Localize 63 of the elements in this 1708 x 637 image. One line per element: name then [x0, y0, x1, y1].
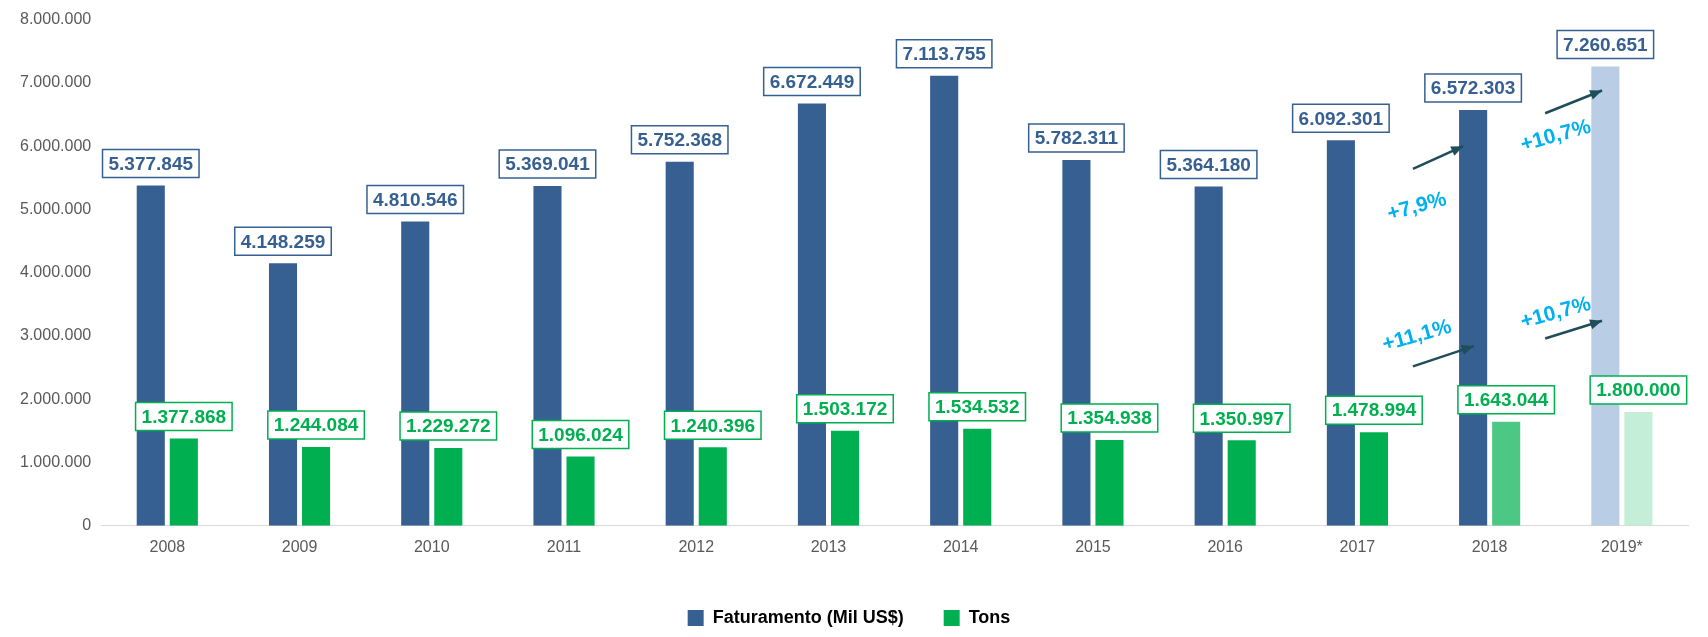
bar — [169, 438, 198, 526]
data-label: 5.377.845 — [108, 152, 194, 174]
y-tick-label: 7.000.000 — [19, 73, 92, 91]
y-tick-label: 5.000.000 — [19, 199, 92, 217]
bar — [1095, 440, 1124, 526]
data-label: 1.534.532 — [934, 395, 1020, 417]
x-tick-label: 2019* — [1600, 537, 1643, 555]
data-label: 1.478.994 — [1331, 399, 1417, 421]
x-tick-label: 2010 — [413, 537, 450, 555]
bar — [963, 428, 992, 526]
data-label: 7.260.651 — [1563, 33, 1649, 55]
bar — [698, 447, 727, 526]
data-label: 5.782.311 — [1034, 127, 1119, 149]
bar — [1492, 421, 1521, 526]
data-label: 7.113.755 — [902, 42, 987, 64]
y-tick-label: 6.000.000 — [19, 136, 92, 154]
data-label: 1.503.172 — [802, 397, 888, 419]
x-tick-label: 2012 — [678, 537, 715, 555]
data-label: 1.096.024 — [538, 423, 624, 445]
y-tick-label: 4.000.000 — [19, 263, 92, 281]
x-tick-label: 2017 — [1339, 537, 1376, 555]
data-label: 6.092.301 — [1298, 107, 1384, 129]
bar — [302, 447, 331, 526]
bar — [830, 430, 860, 526]
annotation: +10,7% — [1517, 113, 1594, 156]
y-tick-label: 0 — [82, 516, 92, 534]
data-label: 1.229.272 — [406, 415, 491, 437]
bar — [566, 456, 595, 526]
data-label: 1.354.938 — [1067, 407, 1152, 429]
y-tick-label: 1.000.000 — [19, 452, 92, 470]
bar — [1624, 411, 1653, 526]
x-tick-label: 2015 — [1075, 537, 1111, 555]
data-label: 6.672.449 — [769, 70, 855, 92]
bar — [1227, 440, 1256, 526]
y-tick-label: 8.000.000 — [19, 10, 92, 28]
x-tick-label: 2018 — [1471, 537, 1508, 555]
data-label: 5.364.180 — [1166, 153, 1251, 175]
data-label: 1.377.868 — [141, 405, 227, 427]
bar — [1359, 432, 1388, 526]
x-tick-label: 2016 — [1207, 537, 1244, 555]
y-tick-label: 3.000.000 — [19, 326, 92, 344]
data-label: 4.810.546 — [372, 188, 458, 210]
annotation: +11,1% — [1379, 313, 1454, 355]
bar — [434, 448, 463, 526]
data-label: 4.148.259 — [240, 230, 326, 252]
x-tick-label: 2014 — [942, 537, 979, 555]
x-tick-label: 2011 — [546, 537, 582, 555]
data-label: 1.643.044 — [1463, 389, 1549, 411]
x-tick-label: 2009 — [281, 537, 318, 555]
x-tick-label: 2013 — [810, 537, 847, 555]
legend-label: Tons — [968, 606, 1011, 627]
data-label: 1.240.396 — [670, 414, 756, 436]
data-label: 1.800.000 — [1596, 379, 1681, 401]
annotation: +10,7% — [1517, 290, 1594, 333]
data-label: 5.752.368 — [637, 129, 722, 151]
data-label: 1.350.997 — [1199, 407, 1284, 429]
legend-label: Faturamento (Mil US$) — [712, 606, 904, 627]
data-label: 1.244.084 — [273, 414, 359, 436]
annotation: +7,9% — [1384, 186, 1449, 225]
y-tick-label: 2.000.000 — [19, 389, 92, 407]
data-label: 6.572.303 — [1430, 77, 1516, 99]
x-tick-label: 2008 — [149, 537, 186, 555]
data-label: 5.369.041 — [505, 153, 591, 175]
